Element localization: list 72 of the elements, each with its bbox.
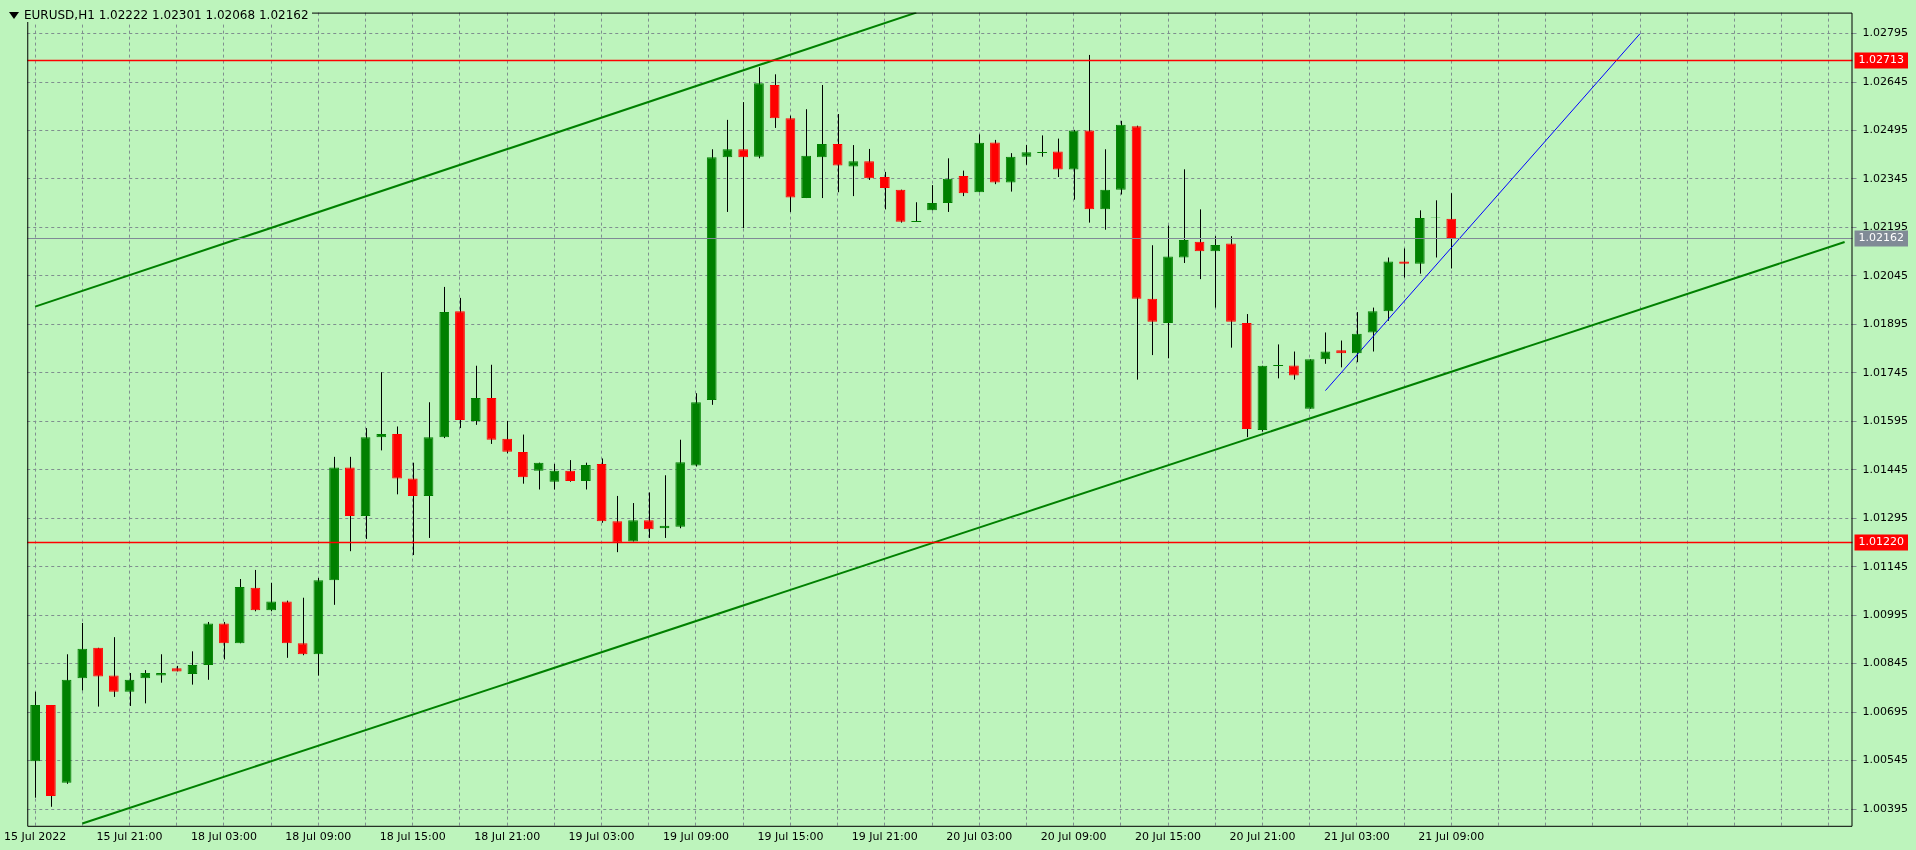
x-tick-label: 20 Jul 09:00 <box>1040 830 1107 844</box>
y-tick-label: 1.02345 <box>1862 171 1909 185</box>
candlestick <box>533 462 544 490</box>
candlestick <box>738 101 749 229</box>
x-tick-label: 21 Jul 03:00 <box>1323 830 1390 844</box>
candlestick <box>1272 343 1284 379</box>
candlestick <box>848 144 859 197</box>
x-tick-label: 19 Jul 15:00 <box>757 830 824 844</box>
y-tick-label: 1.01745 <box>1862 365 1909 379</box>
candlestick <box>219 621 229 660</box>
candlestick <box>1005 152 1016 193</box>
y-tick-label: 1.02645 <box>1862 74 1909 88</box>
y-tick-label: 1.01595 <box>1862 414 1909 428</box>
candlestick <box>1147 244 1158 356</box>
x-tick-label: 20 Jul 21:00 <box>1229 830 1296 844</box>
candlestick <box>502 420 513 454</box>
candlestick <box>817 84 827 199</box>
x-tick-label: 20 Jul 03:00 <box>946 830 1013 844</box>
candlestick <box>518 434 528 485</box>
candlestick <box>1100 148 1110 231</box>
y-tick-label: 1.02045 <box>1862 268 1909 282</box>
x-tick-label: 21 Jul 09:00 <box>1418 830 1485 844</box>
candlestick <box>628 502 638 543</box>
candlestick <box>942 157 953 213</box>
x-tick-label: 20 Jul 15:00 <box>1135 830 1202 844</box>
candlestick <box>124 672 135 707</box>
candlestick <box>1336 340 1347 368</box>
ref-line-label: 1.02162 <box>1858 231 1905 245</box>
y-tick-label: 1.00695 <box>1862 704 1909 718</box>
x-tick-label: 19 Jul 21:00 <box>851 830 918 844</box>
candlestick <box>156 653 166 684</box>
candlestick <box>927 184 937 211</box>
y-tick-label: 1.02495 <box>1862 123 1909 137</box>
candlestick <box>1351 311 1362 363</box>
y-tick-label: 1.00995 <box>1862 608 1909 622</box>
candlestick <box>643 491 654 539</box>
ref-line-label: 1.01220 <box>1858 535 1905 549</box>
candlestick <box>140 669 151 704</box>
x-tick-label: 18 Jul 09:00 <box>285 830 352 844</box>
y-tick-label: 1.01145 <box>1862 559 1909 573</box>
x-tick-label: 18 Jul 21:00 <box>474 830 541 844</box>
x-tick-label: 19 Jul 03:00 <box>568 830 635 844</box>
y-tick-label: 1.02795 <box>1862 26 1909 40</box>
candlestick <box>1446 192 1457 269</box>
y-tick-label: 1.02195 <box>1862 220 1909 234</box>
y-tick-label: 1.00395 <box>1862 801 1909 815</box>
y-tick-label: 1.00545 <box>1862 753 1909 767</box>
candlestick <box>958 170 969 197</box>
x-tick-label: 19 Jul 09:00 <box>663 830 729 844</box>
x-tick-label: 18 Jul 03:00 <box>190 830 257 844</box>
candlestick <box>1289 351 1299 381</box>
y-tick-label: 1.01295 <box>1862 511 1909 525</box>
candlestick <box>470 365 481 426</box>
candlestick <box>1210 235 1221 309</box>
candlestick <box>549 463 560 490</box>
candlestick <box>108 636 119 698</box>
candlestick <box>1178 168 1189 264</box>
candlestick <box>864 148 874 181</box>
ref-line-label: 1.02713 <box>1858 53 1905 67</box>
y-tick-label: 1.01445 <box>1862 462 1909 476</box>
candlestick <box>1036 134 1048 158</box>
candlestick <box>910 201 922 222</box>
y-tick-label: 1.00845 <box>1862 656 1909 670</box>
x-tick-label: 15 Jul 2022 <box>4 830 67 844</box>
x-tick-label: 15 Jul 21:00 <box>96 830 163 844</box>
chart-title: EURUSD,H1 1.02222 1.02301 1.02068 1.02162 <box>24 8 309 22</box>
candlestick <box>1053 138 1063 178</box>
candlestick <box>297 597 308 656</box>
x-tick-label: 18 Jul 15:00 <box>379 830 446 844</box>
y-tick-label: 1.01895 <box>1862 317 1909 331</box>
candlestick <box>266 582 277 612</box>
candlestick <box>1021 144 1032 166</box>
